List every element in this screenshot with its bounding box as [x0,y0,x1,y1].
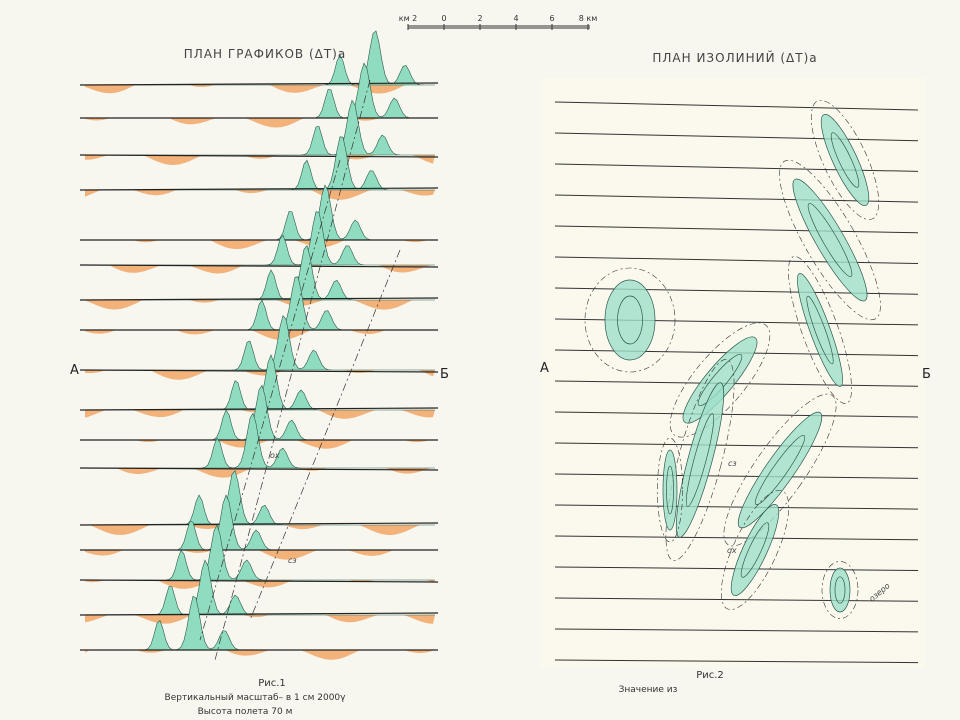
anomaly-zone [604,279,656,361]
flight-line [554,473,919,479]
profile-line [79,579,439,583]
profile-negative [85,370,435,380]
point-b: Б [440,367,449,382]
isoline-zero [788,256,852,404]
profile-negative [85,118,435,128]
flight-line [554,101,919,111]
isoline [666,465,674,515]
profile-negative [85,265,435,274]
anomaly-zone [662,449,678,531]
scale-label: 4 [513,14,518,23]
annotation: сз [288,556,297,565]
caption: Высота полета 70 м [198,707,293,717]
annotation: ох [727,546,737,555]
profile-line [79,82,439,86]
anomaly-zone [797,273,843,387]
caption: Значение из [619,685,678,695]
isoline-zero [669,322,771,438]
point-b: Б [922,367,931,382]
flight-line [554,411,919,418]
isoline [697,353,743,407]
isoline-plan [554,100,919,664]
isoline [806,295,834,365]
profile-negative [85,155,435,165]
flight-line [554,380,919,387]
profile-negative [85,330,435,340]
isoline [807,203,853,277]
profile-line [79,187,439,191]
isoline [754,435,806,505]
isoline-zero [665,359,735,561]
annotation: сз [728,459,737,468]
point-a: А [70,363,79,378]
profile-line [79,467,439,471]
flight-line [554,659,919,664]
scale-label: 2 [477,14,482,23]
isoline [834,576,846,604]
scale-label: 6 [549,14,554,23]
profile-line [79,154,439,158]
anomaly-zone [820,114,870,206]
isoline-zero [657,437,683,543]
anomaly-zone [737,411,823,529]
axis-trace [199,159,341,641]
isoline [617,295,643,345]
figure-label: Рис.2 [696,670,724,681]
profile-negative [85,650,435,660]
profile-negative [85,410,435,419]
isoline-zero [821,561,859,619]
scale-bar: км 2 0 2 4 6 8 км [399,14,598,30]
anomaly-zone [829,567,851,613]
profile-negative [85,240,435,249]
isoline-zero [810,100,880,220]
scale-label: 0 [441,14,446,23]
axis-trace [249,249,401,621]
flight-line [554,442,919,449]
profile-negative [85,550,435,560]
scale-label: км 2 [399,14,418,23]
isoline [685,413,715,507]
flight-line [554,225,919,234]
isoline-zero [723,393,837,547]
isoline-zero [584,267,676,373]
profile-negative [85,468,435,478]
axis-trace [214,79,371,661]
flight-line [554,597,919,602]
profile-line [79,369,439,373]
anomaly-zone [730,504,780,596]
profile-negative [85,615,435,624]
graph-plan [79,30,439,661]
right-title: ПЛАН ИЗОЛИНИЙ (ΔT)a [652,50,817,65]
annotation: ох [270,451,280,460]
profile-negative [85,300,435,310]
isoline-zero [779,159,881,321]
flight-line [554,504,919,510]
figure-label: Рис.1 [258,678,286,689]
point-a: А [540,361,549,376]
isoline [830,132,860,188]
flight-line [554,628,919,633]
caption: Вертикальный масштаб– в 1 см 2000γ [165,693,347,703]
profile-line [79,264,439,268]
profile-negative [85,525,435,535]
anomaly-zone [792,178,868,302]
anomaly-zone [682,336,758,424]
scale-label: 8 км [579,14,598,23]
profile-line [79,297,439,301]
profile-line [79,612,439,616]
left-title: ПЛАН ГРАФИКОВ (ΔT)a [184,47,346,61]
profile-line [79,522,439,526]
isoline [740,522,770,578]
profile-negative [85,580,435,589]
profile-negative [85,190,435,200]
anomaly-zone [675,382,725,538]
flight-line [554,535,919,541]
profile-negative [85,440,435,449]
flight-line [554,132,919,142]
